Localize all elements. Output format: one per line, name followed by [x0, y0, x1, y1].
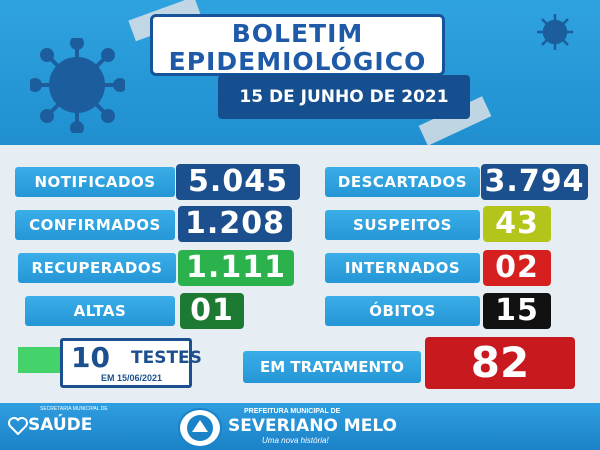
value-altas: 01 [180, 293, 244, 329]
title-line1: BOLETIM [231, 19, 364, 48]
footer-bar: SECRETARIA MUNICIPAL DE SAÚDE PREFEITURA… [0, 403, 600, 450]
label-suspeitos: SUSPEITOS [325, 210, 480, 240]
value-descartados: 3.794 [481, 164, 588, 200]
date-badge: 15 DE JUNHO DE 2021 [218, 75, 470, 119]
tests-label: TESTES [131, 348, 202, 368]
value-em-tratamento: 82 [425, 337, 575, 389]
value-internados: 02 [483, 250, 551, 286]
value-confirmados: 1.208 [178, 206, 292, 242]
virus-icon [30, 38, 125, 133]
tests-date: EM 15/06/2021 [101, 373, 163, 383]
city-seal-icon [178, 408, 222, 448]
label-confirmados: CONFIRMADOS [15, 210, 175, 240]
title-box: BOLETIM EPIDEMIOLÓGICO [150, 14, 445, 76]
label-em-tratamento: EM TRATAMENTO [243, 351, 421, 383]
prefecture-small: PREFEITURA MUNICIPAL DE [244, 408, 341, 415]
heart-icon [8, 417, 28, 435]
health-logo-text: SAÚDE [28, 415, 93, 435]
label-altas: ALTAS [25, 296, 175, 326]
city-name: SEVERIANO MELO [228, 416, 398, 436]
label-internados: INTERNADOS [325, 253, 480, 283]
value-obitos: 15 [483, 293, 551, 329]
label-notificados: NOTIFICADOS [15, 167, 175, 197]
health-secretary-small: SECRETARIA MUNICIPAL DE [40, 406, 108, 412]
label-obitos: ÓBITOS [325, 296, 480, 326]
value-suspeitos: 43 [483, 206, 551, 242]
label-descartados: DESCARTADOS [325, 167, 480, 197]
value-notificados: 5.045 [176, 164, 300, 200]
header-banner: BOLETIM EPIDEMIOLÓGICO 15 DE JUNHO DE 20… [0, 0, 600, 146]
tests-accent [18, 347, 68, 373]
title-line2: EPIDEMIOLÓGICO [168, 47, 427, 76]
tests-count: 10 [71, 341, 110, 374]
city-slogan: Uma nova história! [262, 436, 329, 445]
value-recuperados: 1.111 [178, 250, 294, 286]
tests-card: 10 TESTES EM 15/06/2021 [60, 338, 202, 388]
label-recuperados: RECUPERADOS [18, 253, 176, 283]
virus-small-icon [537, 14, 573, 50]
